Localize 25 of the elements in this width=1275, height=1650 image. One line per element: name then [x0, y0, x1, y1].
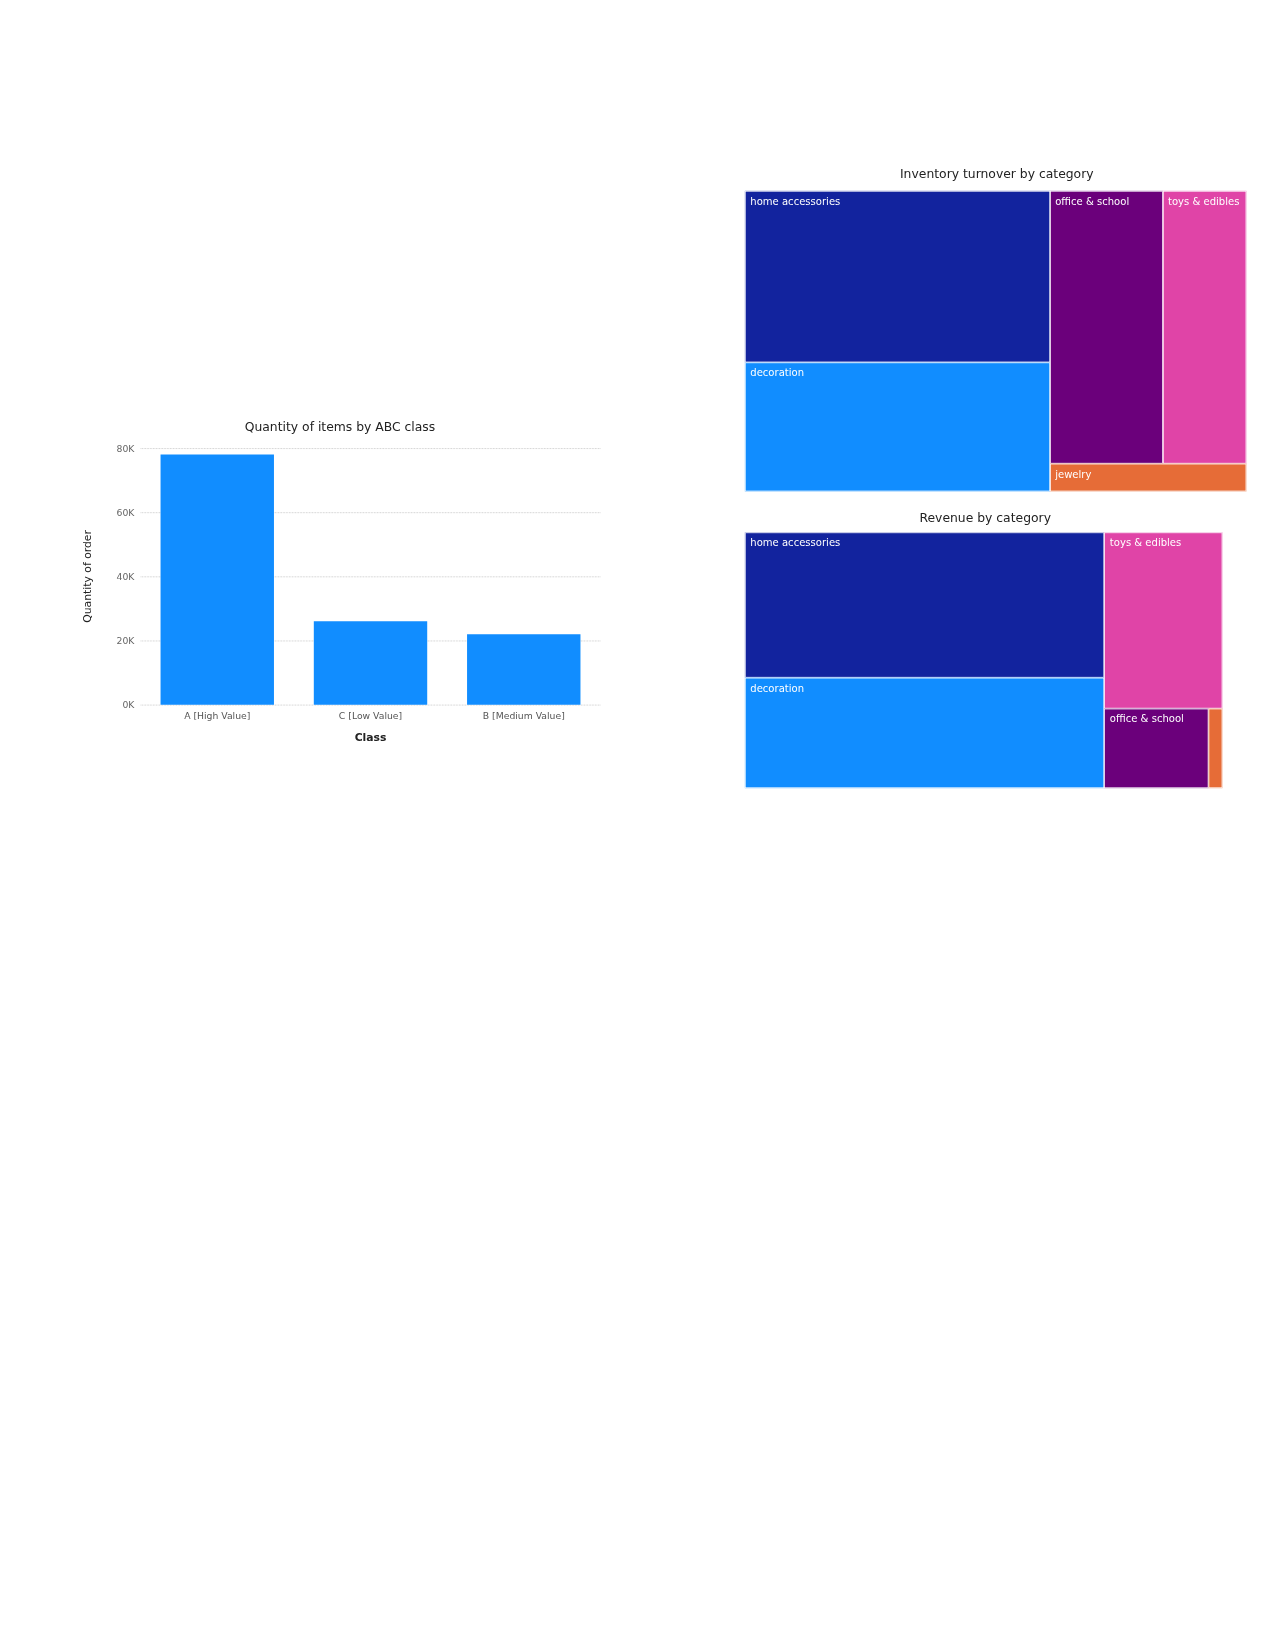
- category-tile: decoration: [744, 677, 1105, 789]
- bar: [160, 454, 274, 705]
- category-tile: home accessories: [744, 532, 1105, 678]
- chart-title: Quantity of items by ABC class: [244, 420, 436, 435]
- y-tick-label: 80K: [116, 442, 136, 454]
- category-tile: decoration: [744, 362, 1050, 492]
- category-tile: home accessories: [744, 190, 1050, 363]
- x-tick-label: A [High Value]: [184, 710, 251, 722]
- y-tick-label: 0K: [122, 699, 136, 711]
- category-tile: toys & edibles: [1162, 190, 1247, 464]
- y-tick-label: 20K: [116, 635, 136, 647]
- y-axis-title: Quantity of order: [80, 529, 94, 623]
- category-tile: office & school: [1049, 190, 1163, 464]
- x-tick-label: B [Medium Value]: [482, 710, 565, 722]
- category-tile: office & school: [1104, 708, 1209, 789]
- bar: [467, 634, 581, 705]
- text: Inventory turnover by category: [899, 166, 1095, 181]
- x-tick-label: C [Low Value]: [338, 710, 403, 722]
- text: Revenue by category: [918, 510, 1052, 526]
- y-tick-label: 40K: [116, 570, 136, 582]
- x-axis-title: Class: [354, 731, 387, 745]
- category-tile: toys & edibles: [1104, 532, 1223, 709]
- bar: [313, 621, 428, 705]
- y-tick-label: 60K: [116, 506, 136, 518]
- category-tile: jewelry: [1049, 463, 1247, 492]
